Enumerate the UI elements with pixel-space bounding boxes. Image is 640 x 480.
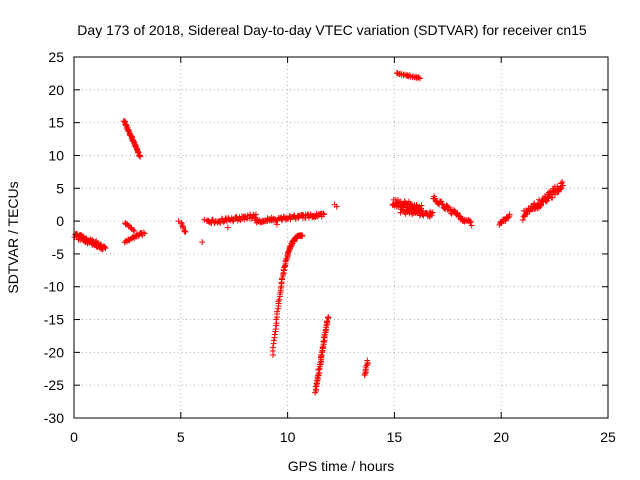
data-point-a15: [505, 214, 512, 221]
data-point-a1: [102, 245, 109, 252]
data-point-a8: [270, 337, 277, 344]
data-point-a14: [467, 219, 474, 226]
y-tick-label: 10: [48, 147, 64, 163]
y-tick-label: 0: [56, 213, 64, 229]
y-axis-label: SDTVAR / TECUs: [5, 181, 21, 293]
data-point-a14: [444, 203, 451, 210]
y-tick-label: -25: [44, 377, 64, 393]
y-tick-label: 5: [56, 180, 64, 196]
y-tick-label: -5: [52, 246, 65, 262]
data-point-a2: [137, 153, 144, 160]
data-point-a14: [439, 201, 446, 208]
data-point-a16: [519, 216, 526, 223]
data-point-a8: [299, 233, 306, 240]
data-point-isolated: [122, 220, 129, 227]
data-point-a9: [320, 338, 327, 345]
data-point-a8: [271, 331, 278, 338]
data-point-isolated: [175, 218, 182, 225]
chart-title: Day 173 of 2018, Sidereal Day-to-day VTE…: [77, 22, 587, 38]
data-point-a11: [415, 74, 422, 81]
data-point-a5: [180, 225, 187, 232]
data-point-a13: [409, 211, 416, 218]
data-point-a9: [324, 318, 331, 325]
y-tick-label: -10: [44, 279, 64, 295]
data-point-isolated: [201, 216, 208, 223]
data-point-a14: [468, 222, 475, 229]
y-tick-label: -20: [44, 344, 64, 360]
data-point-a7: [278, 217, 285, 224]
data-point-a11: [416, 75, 423, 82]
data-point-a8: [269, 344, 276, 351]
data-point-a8: [274, 308, 281, 315]
data-point-a5: [181, 227, 188, 234]
data-point-a16: [557, 186, 564, 193]
data-point-a9: [325, 314, 332, 321]
data-point-a4: [141, 230, 148, 237]
y-tick-label: 15: [48, 115, 64, 131]
data-points: [71, 70, 566, 396]
grid-lines: [74, 57, 608, 418]
x-tick-label: 5: [177, 429, 185, 445]
data-point-a13: [429, 209, 436, 216]
data-point-a6: [217, 219, 224, 226]
data-point-a2: [127, 132, 134, 139]
data-point-isolated: [199, 239, 206, 246]
data-point-a10: [361, 372, 368, 379]
data-point-a8: [276, 296, 283, 303]
data-point-isolated: [224, 224, 231, 231]
data-point-a9: [315, 366, 322, 373]
data-point-a15: [506, 211, 513, 218]
data-point-a14: [454, 209, 461, 216]
x-tick-label: 10: [280, 429, 296, 445]
data-point-a7: [312, 213, 319, 220]
data-point-a16: [559, 182, 566, 189]
data-point-a8: [280, 270, 287, 277]
x-tick-label: 25: [600, 429, 616, 445]
plot-border: [73, 56, 609, 419]
data-point-a3: [130, 226, 137, 233]
data-point-a13: [427, 208, 434, 215]
data-point-a13: [428, 212, 435, 219]
data-point-a6: [252, 211, 259, 218]
y-tick-label: -30: [44, 410, 64, 426]
y-tick-label: -15: [44, 312, 64, 328]
y-tick-label: 25: [48, 49, 64, 65]
data-point-isolated: [273, 221, 280, 228]
data-point-isolated: [331, 201, 338, 208]
data-point-a7: [320, 211, 327, 218]
data-point-a5: [182, 228, 189, 235]
x-tick-label: 20: [493, 429, 509, 445]
x-tick-label: 0: [70, 429, 78, 445]
data-point-a1: [101, 244, 108, 251]
axis-ticks: 0 5 10 15 20 25 -30 -25 -20 -15 -10 -5 0 5 10 15 20 25: [44, 49, 616, 445]
x-axis-label: GPS time / hours: [288, 458, 395, 474]
x-tick-label: 15: [387, 429, 403, 445]
data-point-a9: [312, 383, 319, 390]
data-point-a3: [131, 227, 138, 234]
data-point-a4: [125, 236, 132, 243]
data-point-a9: [323, 322, 330, 329]
data-point-a12: [418, 202, 425, 209]
data-point-a16: [543, 198, 550, 205]
data-point-a10: [364, 357, 371, 364]
y-tick-label: 20: [48, 82, 64, 98]
data-point-a16: [537, 202, 544, 209]
data-point-a8: [272, 326, 279, 333]
data-point-a14: [438, 200, 445, 207]
